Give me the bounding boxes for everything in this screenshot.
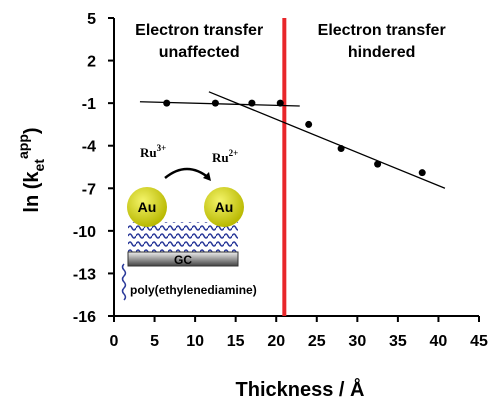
data-point	[211, 99, 219, 107]
y-tick-label: -10	[73, 224, 96, 241]
x-tick-label: 45	[470, 333, 488, 350]
legend-icon	[121, 263, 127, 301]
data-point	[163, 99, 171, 107]
y-tick-label: -16	[73, 309, 96, 326]
data-point	[418, 169, 426, 177]
annotation: Electron transfer	[318, 22, 446, 39]
gc-electrode	[127, 251, 239, 267]
au-label: Au	[215, 199, 234, 215]
inset-diagram: Ru3+ Ru2+ Au Au GC poly(ethylenediamine)	[121, 143, 257, 301]
au-particle	[204, 187, 244, 227]
y-tick-label: -7	[82, 181, 96, 198]
x-tick-label: 35	[389, 333, 407, 350]
data-point	[276, 99, 284, 107]
annotation: unaffected	[159, 44, 240, 61]
x-tick-label: 15	[227, 333, 245, 350]
x-tick-label: 5	[150, 333, 159, 350]
y-tick-label: -13	[73, 266, 96, 283]
fit-line	[208, 91, 446, 189]
annotation: Electron transfer	[135, 22, 263, 39]
ru-label: Ru3+	[140, 143, 166, 160]
data-point	[337, 145, 345, 153]
x-tick-label: 30	[348, 333, 366, 350]
y-tick-label: -4	[82, 139, 96, 156]
ru-label: Ru2+	[212, 148, 238, 165]
y-tick-label: 2	[87, 54, 96, 71]
x-axis-label: Thickness / Å	[236, 377, 365, 401]
x-tick-label: 20	[267, 333, 285, 350]
data-point	[248, 99, 256, 107]
x-tick-label: 10	[186, 333, 204, 350]
data-point	[374, 160, 382, 168]
annotation: hindered	[348, 44, 416, 61]
au-particle	[127, 187, 167, 227]
y-tick-label: -1	[82, 96, 96, 113]
polymer-layer	[128, 222, 238, 252]
au-label: Au	[138, 199, 157, 215]
legend-label: poly(ethylenediamine)	[130, 283, 257, 297]
y-tick-label: 5	[87, 11, 96, 28]
x-tick-label: 0	[110, 333, 119, 350]
gc-label: GC	[174, 253, 192, 267]
y-axis-label: ln (ketapp)	[15, 127, 47, 212]
x-tick-label: 25	[308, 333, 326, 350]
arrow-head	[203, 172, 211, 181]
x-tick-label: 40	[430, 333, 448, 350]
data-point	[305, 120, 313, 128]
redox-arrow	[164, 167, 210, 179]
